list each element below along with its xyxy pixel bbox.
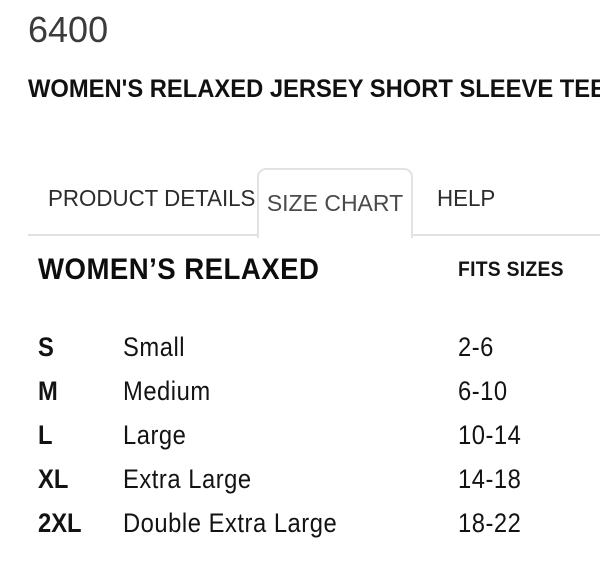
cell-size-abbreviation: M: [38, 376, 58, 406]
cell-size-abbreviation: 2XL: [38, 508, 82, 538]
table-row: S Small 2-6: [0, 330, 600, 374]
size-chart-rows: S Small 2-6 M Medium 6-10 L Large 10-14 …: [0, 330, 600, 550]
cell-size-name: Double Extra Large: [123, 508, 338, 538]
tab-strip-divider-left: [28, 234, 258, 236]
cell-size-abbreviation: S: [38, 332, 54, 362]
size-chart-panel: WOMEN’S RELAXED FITS SIZES S Small 2-6 M…: [0, 252, 600, 550]
product-title: WOMEN'S RELAXED JERSEY SHORT SLEEVE TEE: [28, 75, 600, 103]
cell-size-name: Extra Large: [123, 464, 252, 494]
table-row: XL Extra Large 14-18: [0, 462, 600, 506]
cell-size-name: Large: [123, 420, 187, 450]
cell-fits-sizes: 18-22: [458, 508, 522, 538]
column-header-fits-sizes: FITS SIZES: [458, 258, 564, 281]
cell-fits-sizes: 10-14: [458, 420, 522, 450]
cell-size-abbreviation: L: [38, 420, 53, 450]
size-chart-title: WOMEN’S RELAXED: [38, 253, 320, 286]
tab-strip: PRODUCT DETAILS SIZE CHART HELP: [0, 160, 600, 240]
cell-size-abbreviation: XL: [38, 464, 69, 494]
cell-fits-sizes: 2-6: [458, 332, 494, 362]
table-row: L Large 10-14: [0, 418, 600, 462]
size-chart-header-row: WOMEN’S RELAXED FITS SIZES: [0, 252, 600, 300]
cell-fits-sizes: 14-18: [458, 464, 522, 494]
tab-strip-divider-right: [413, 234, 600, 236]
tab-product-details[interactable]: PRODUCT DETAILS: [48, 185, 256, 211]
tab-size-chart[interactable]: SIZE CHART: [257, 168, 413, 238]
cell-size-name: Medium: [123, 376, 211, 406]
table-row: M Medium 6-10: [0, 374, 600, 418]
cell-size-name: Small: [123, 332, 186, 362]
table-row: 2XL Double Extra Large 18-22: [0, 506, 600, 550]
product-code: 6400: [28, 9, 109, 50]
tab-help[interactable]: HELP: [437, 185, 496, 211]
cell-fits-sizes: 6-10: [458, 376, 508, 406]
